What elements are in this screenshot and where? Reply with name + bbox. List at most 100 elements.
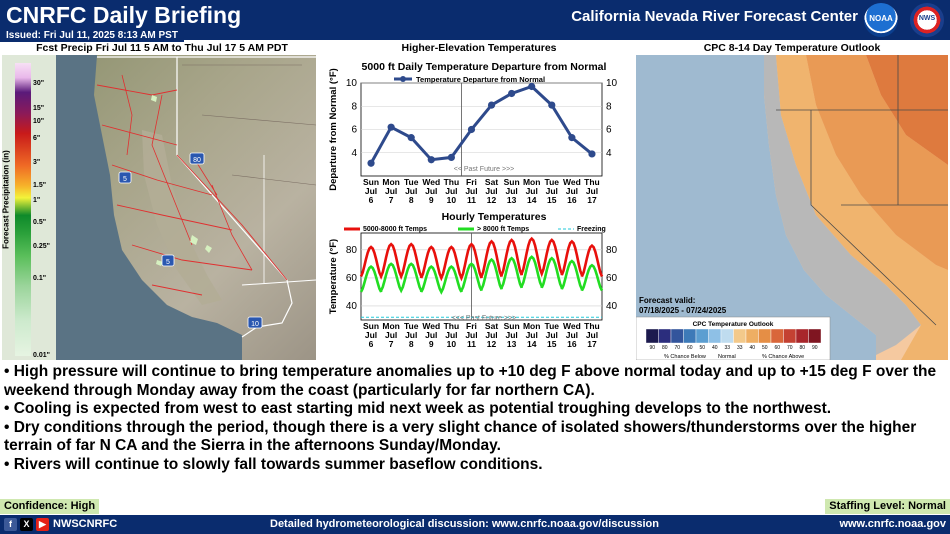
center-name: California Nevada River Forecast Center (571, 8, 858, 25)
departure-chart-ytick-right: 8 (606, 101, 612, 112)
facebook-icon[interactable]: f (4, 518, 17, 531)
hourly-chart-xtick-date: 13 (507, 339, 517, 349)
cpc-legend-tick: 90 (812, 345, 818, 351)
departure-point (367, 159, 375, 167)
precip-tick-0-25: 0.25" (33, 243, 50, 250)
cpc-legend-above: % Chance Above (762, 354, 804, 360)
website-link[interactable]: www.cnrfc.noaa.gov (839, 518, 946, 530)
cpc-legend-cell (783, 328, 797, 344)
cpc-legend-normal: Normal (718, 354, 736, 360)
cpc-legend-tick: 33 (737, 345, 743, 351)
departure-chart-xtick-day: Fri (466, 177, 477, 187)
outlook-panel-title: CPC 8-14 Day Temperature Outlook (703, 42, 881, 54)
departure-point (528, 82, 536, 91)
precip-legend-label: Forecast Precipitation (in) (1, 150, 11, 249)
cpc-legend-below: % Chance Below (664, 354, 706, 360)
departure-chart-title: 5000 ft Daily Temperature Departure from… (362, 61, 607, 73)
hourly-legend-label: 5000-8000 ft Temps (363, 226, 427, 233)
precip-tick-15: 15" (33, 105, 45, 112)
hourly-legend-label: Freezing (577, 226, 606, 233)
departure-chart-xtick-month: Jul (526, 186, 538, 196)
noaa-logo-icon: NOAA (864, 3, 898, 37)
cpc-legend-cell (733, 328, 747, 344)
departure-point (407, 134, 415, 142)
highway-shield-5-north: 5 (118, 171, 132, 184)
cpc-legend-cell (645, 328, 659, 344)
hourly-series-5000-8000 (359, 236, 604, 282)
departure-chart-ytick-left: 4 (351, 148, 357, 159)
hourly-chart-xtick-day: Fri (466, 321, 477, 331)
hourly-chart-xtick-date: 8 (409, 339, 414, 349)
hourly-chart-xtick-month: Jul (546, 330, 558, 340)
departure-chart-xtick-month: Jul (385, 186, 397, 196)
cpc-legend-tick: 40 (712, 345, 718, 351)
departure-chart-xtick-day: Wed (422, 177, 440, 187)
hourly-past-future-label: <<< Past Future >>> (452, 315, 517, 322)
departure-chart-xtick-day: Sun (504, 177, 520, 187)
departure-chart-xtick-month: Jul (566, 186, 578, 196)
issued-timestamp: Issued: Fri Jul 11, 2025 8:13 AM PST (0, 30, 184, 42)
departure-point (467, 125, 476, 134)
temperature-charts: 5000 ft Daily Temperature Departure from… (328, 61, 618, 349)
departure-chart-ytick-left: 8 (351, 101, 357, 112)
social-handle[interactable]: NWSCNRFC (53, 518, 118, 530)
youtube-icon[interactable]: ▶ (36, 518, 49, 531)
precip-panel-title: Fcst Precip Fri Jul 11 5 AM to Thu Jul 1… (36, 42, 288, 54)
cpc-legend-tick: 70 (674, 345, 680, 351)
departure-point (387, 123, 395, 131)
temps-panel-title: Higher-Elevation Temperatures (401, 42, 557, 54)
hourly-chart-ytick-right: 80 (606, 245, 618, 256)
hourly-chart-xtick-date: 7 (389, 339, 394, 349)
cpc-legend: CPC Temperature Outlook 90 80 70 60 50 40 33 33… (636, 316, 831, 360)
hourly-chart-xtick-day: Sun (504, 321, 520, 331)
cpc-legend-tick: 50 (762, 345, 768, 351)
svg-text:5: 5 (166, 259, 170, 266)
outlook-valid-label: Forecast valid: (639, 296, 695, 305)
cpc-legend-tick: 80 (662, 345, 668, 351)
hourly-chart-xtick-date: 6 (369, 339, 374, 349)
hourly-chart-xtick-month: Jul (385, 330, 397, 340)
departure-chart-xtick-date: 11 (467, 195, 476, 205)
departure-chart-xtick-month: Jul (365, 186, 377, 196)
departure-point (447, 153, 455, 161)
departure-point (548, 101, 556, 109)
departure-chart-xtick-month: Jul (465, 186, 477, 196)
cpc-legend-tick: 33 (724, 345, 730, 351)
highway-shield-5-south: 5 (161, 254, 175, 267)
hourly-chart-xtick-day: Wed (422, 321, 440, 331)
departure-point (427, 156, 435, 164)
departure-chart-xtick-date: 17 (587, 195, 597, 205)
hourly-chart-xtick-day: Tue (545, 321, 560, 331)
cpc-legend-tick: 60 (774, 345, 780, 351)
hourly-series-above-8000 (359, 255, 604, 295)
hourly-chart-xtick-month: Jul (405, 330, 417, 340)
hourly-chart-xtick-day: Sun (363, 321, 379, 331)
departure-chart-xtick-date: 6 (369, 195, 374, 205)
precip-tick-1-5: 1.5" (33, 182, 47, 189)
svg-text:5: 5 (123, 176, 127, 183)
departure-chart-xtick-date: 16 (567, 195, 577, 205)
hourly-chart-xtick-month: Jul (526, 330, 538, 340)
hourly-chart-xtick-date: 12 (487, 339, 497, 349)
hourly-chart-ylabel: Temperature (°F) (328, 239, 339, 314)
cpc-legend-tick: 60 (687, 345, 693, 351)
hourly-chart-ytick-left: 80 (346, 245, 358, 256)
departure-chart-xtick-day: Tue (545, 177, 560, 187)
hourly-chart-xtick-day: Mon (523, 321, 540, 331)
x-icon[interactable]: X (20, 518, 33, 531)
footer-bar: f X ▶ NWSCNRFC Detailed hydrometeorologi… (0, 515, 950, 534)
cpc-legend-cell (695, 328, 709, 344)
briefing-bullets: • High pressure will continue to bring t… (4, 363, 946, 474)
departure-chart-xtick-month: Jul (405, 186, 417, 196)
precip-tick-30: 30" (33, 80, 45, 87)
page-title: CNRFC Daily Briefing (6, 2, 242, 28)
hourly-chart-xtick-month: Jul (465, 330, 477, 340)
hourly-chart-xtick-month: Jul (566, 330, 578, 340)
discussion-link[interactable]: Detailed hydrometeorological discussion:… (270, 518, 659, 530)
outlook-valid-dates: 07/18/2025 - 07/24/2025 (639, 306, 727, 315)
departure-point (588, 150, 596, 158)
departure-chart-xtick-month: Jul (586, 186, 598, 196)
departure-chart-xtick-date: 7 (389, 195, 394, 205)
cpc-legend-cell (683, 328, 697, 344)
departure-chart-xtick-day: Tue (404, 177, 419, 187)
